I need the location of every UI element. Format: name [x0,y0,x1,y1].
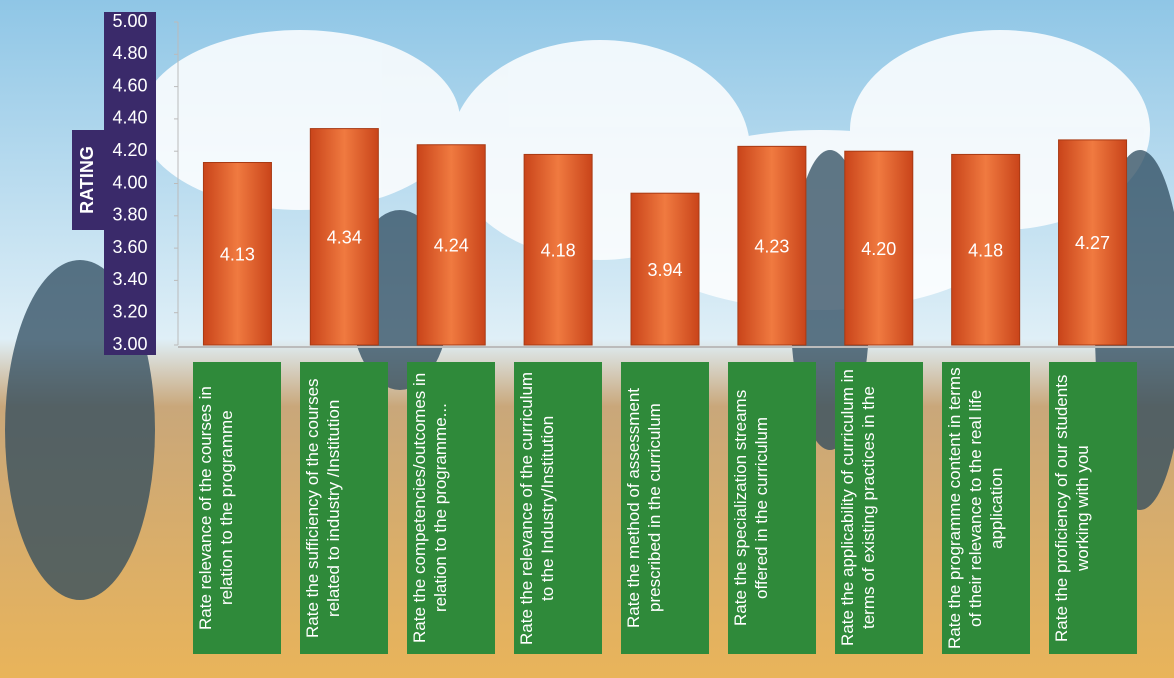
y-tick-label: 3.80 [112,205,147,225]
x-tick-label: Rate the programme content in terms of t… [941,362,1030,654]
y-tick-label: 4.00 [112,172,147,192]
value-label: 4.23 [754,236,789,256]
y-axis-panel [104,12,156,355]
y-tick-label: 4.20 [112,140,147,160]
bar [416,144,486,346]
value-label: 4.24 [434,236,469,256]
value-label: 4.27 [1075,233,1110,253]
bar [309,128,379,346]
bar [630,192,700,346]
x-tick-label: Rate the proficiency of our students wor… [1048,362,1137,654]
x-tick-label: Rate the specialization streams offered … [727,362,816,654]
bar [202,162,272,346]
value-label: 3.94 [647,260,682,280]
x-tick-label: Rate the relevance of the curriculum to … [514,362,603,654]
x-tick-label: Rate the competencies/outcomes in relati… [407,362,496,654]
value-label: 4.20 [861,239,896,259]
y-label-panel [72,130,104,230]
value-label: 4.18 [541,240,576,260]
bar [844,150,914,346]
y-tick-label: 4.40 [112,108,147,128]
x-tick-label: Rate relevance of the courses in relatio… [193,362,282,654]
value-label: 4.13 [220,245,255,265]
y-tick-label: 3.20 [112,301,147,321]
bar [951,153,1021,346]
x-tick-label: Rate the applicability of curriculum in … [834,362,923,654]
y-tick-label: 4.60 [112,75,147,95]
y-tick-label: 3.60 [112,237,147,257]
y-tick-label: 3.00 [112,334,147,354]
x-tick-label: Rate the method of assessment prescribed… [621,362,709,654]
bar [523,153,593,346]
value-label: 4.34 [327,228,362,248]
x-tick-label: Rate the sufficiency of the courses rela… [300,362,389,654]
y-axis-label: RATING [77,146,97,214]
value-label: 4.18 [968,240,1003,260]
y-tick-label: 5.00 [112,11,147,31]
y-tick-label: 3.40 [112,269,147,289]
y-tick-label: 4.80 [112,43,147,63]
bar [1058,139,1128,346]
bar [737,145,807,346]
